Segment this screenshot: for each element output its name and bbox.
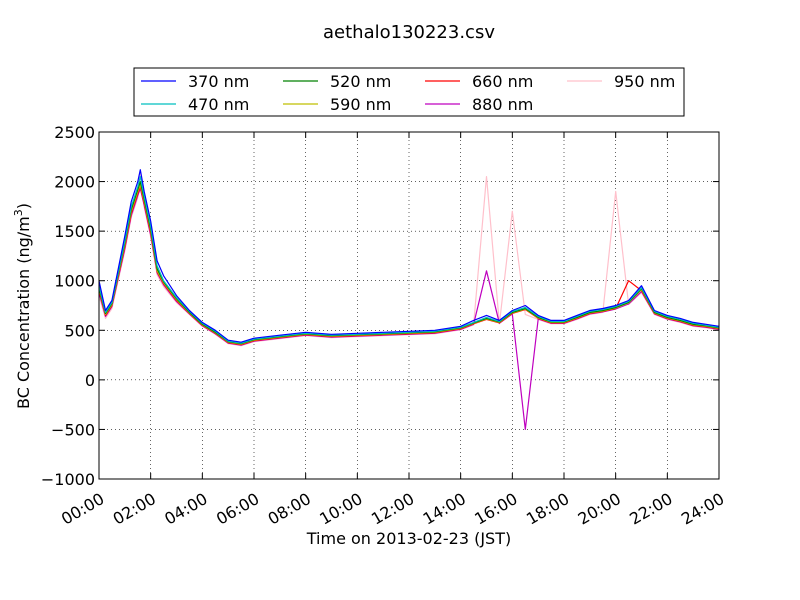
legend-label: 950 nm xyxy=(614,72,675,91)
legend-label: 520 nm xyxy=(330,72,391,91)
chart-title: aethalo130223.csv xyxy=(323,22,495,43)
y-axis-label-end: ) xyxy=(14,203,33,209)
legend-label: 590 nm xyxy=(330,95,391,114)
series-layer xyxy=(98,169,720,430)
legend-label: 370 nm xyxy=(188,72,249,91)
legend-label: 470 nm xyxy=(188,95,249,114)
legend: 370 nm 470 nm 520 nm 590 nm 660 nm 880 nm 950 … xyxy=(133,67,685,117)
y-axis-label-superscript: 3 xyxy=(12,209,25,216)
series-line-370-nm xyxy=(98,169,720,343)
y-tick-label: −1000 xyxy=(41,470,95,489)
y-tick-label: 1000 xyxy=(54,272,95,291)
y-tick-label: 500 xyxy=(64,321,95,340)
legend-label: 880 nm xyxy=(472,95,533,114)
y-tick-label: 1500 xyxy=(54,222,95,241)
legend-frame xyxy=(133,67,685,117)
y-axis-label-main: BC Concentration (ng/m xyxy=(14,216,33,409)
tick-marks xyxy=(98,131,720,480)
y-tick-label: 2000 xyxy=(54,173,95,192)
y-tick-label: 2500 xyxy=(54,123,95,142)
series-line-470-nm xyxy=(98,176,720,344)
grid xyxy=(99,132,719,479)
y-axis-label: BC Concentration (ng/m3) xyxy=(12,203,33,409)
y-tick-label: −500 xyxy=(51,420,95,439)
x-axis-label: Time on 2013-02-23 (JST) xyxy=(306,529,511,548)
y-tick-labels: −1000 −500 0 500 1000 1500 2000 2500 xyxy=(41,123,95,489)
legend-label: 660 nm xyxy=(472,72,533,91)
y-tick-label: 0 xyxy=(85,371,95,390)
